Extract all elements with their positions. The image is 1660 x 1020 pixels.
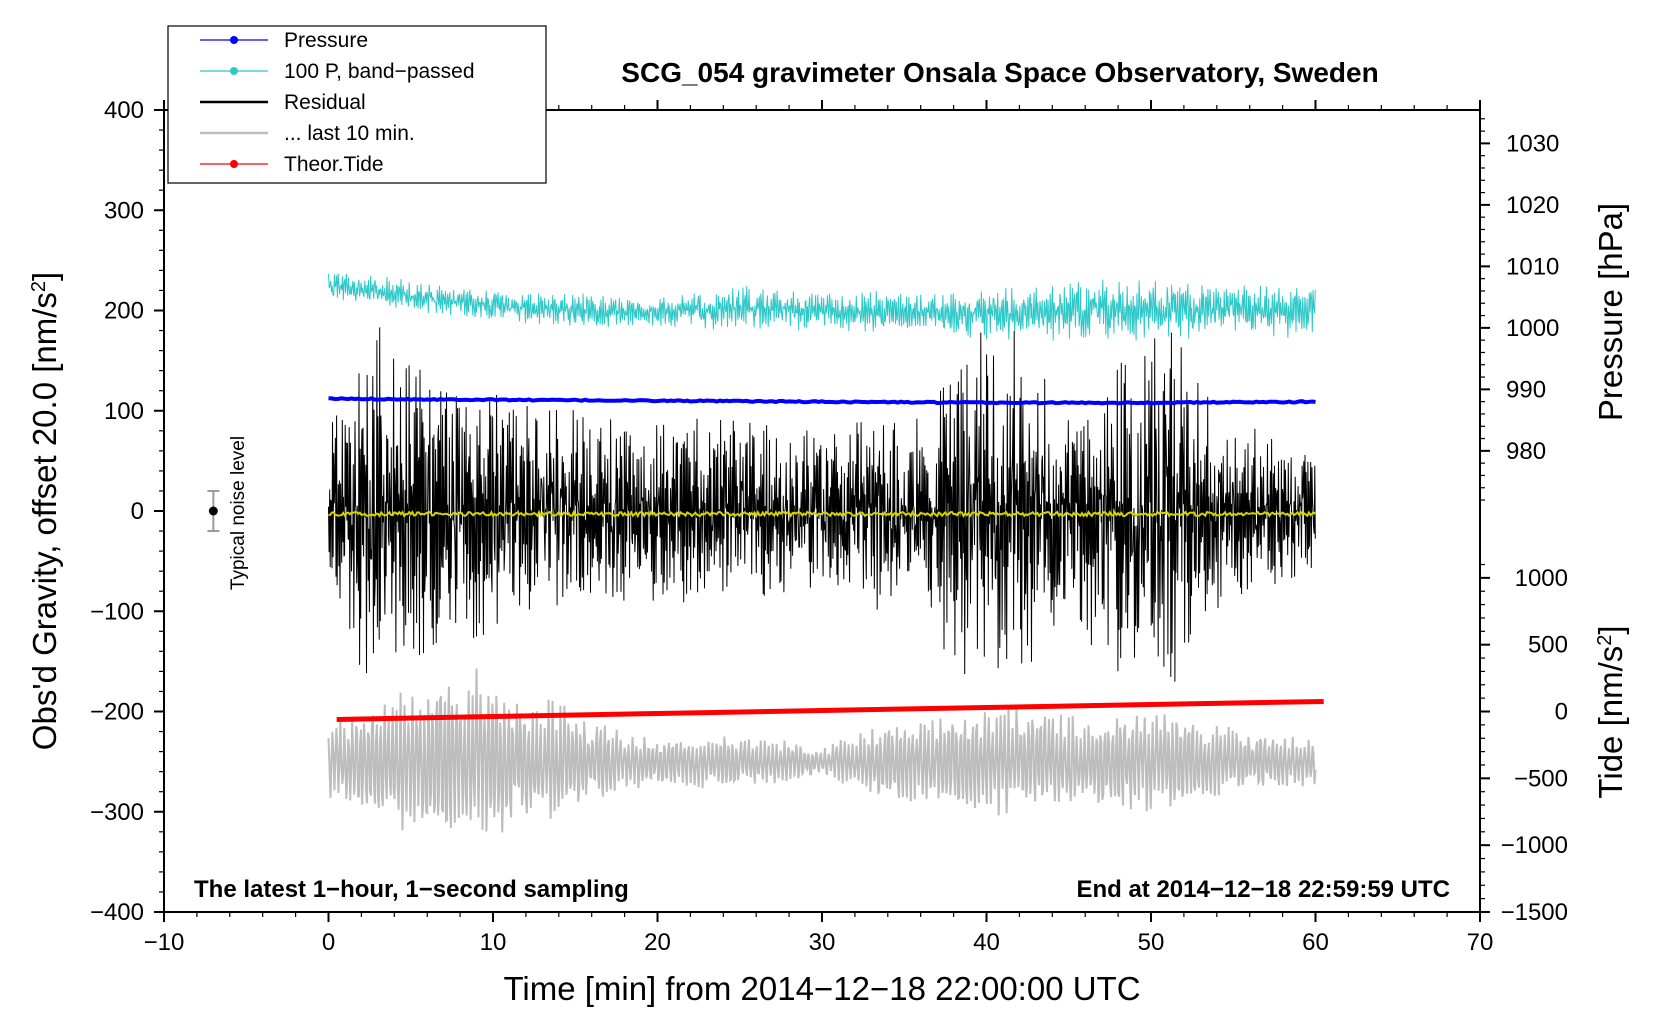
x-tick-label: 40 <box>973 929 1000 956</box>
pressure-line <box>328 396 1316 406</box>
legend-box <box>167 25 547 184</box>
x-axis-title: Time [min] from 2014−12−18 22:00:00 UTC <box>503 970 1140 1007</box>
x-tick-label: 30 <box>809 929 836 956</box>
y-tick-label: −100 <box>90 598 144 625</box>
tide-tick-label: −1000 <box>1501 832 1568 859</box>
legend-swatch-marker <box>230 36 238 44</box>
tide-tick-label: 500 <box>1528 632 1568 659</box>
pressure-tick-label: 1020 <box>1506 192 1559 219</box>
y-tick-label: 100 <box>104 398 144 425</box>
pressure-tick-label: 1010 <box>1506 253 1559 280</box>
y-tick-label: 300 <box>104 197 144 224</box>
tide-tick-label: −1500 <box>1501 899 1568 926</box>
y-tick-label: −400 <box>90 899 144 926</box>
x-tick-label: −10 <box>144 929 185 956</box>
y-axis-title-left-sup: 2 <box>28 281 50 292</box>
pressure-tick-label: 1030 <box>1506 130 1559 157</box>
y-axis-title-tide-sup: 2 <box>1594 635 1616 646</box>
band-passed-pressure-line <box>328 273 1316 341</box>
noise-level-label: Typical noise level <box>228 436 249 590</box>
legend-label: Pressure <box>284 29 368 52</box>
noise-center-dot <box>208 506 218 516</box>
legend: Pressure 100 P, band−passed Residual ... la… <box>167 25 547 184</box>
x-tick-label: 10 <box>480 929 507 956</box>
x-tick-label: 0 <box>322 929 335 956</box>
tide-tick-label: 1000 <box>1515 565 1568 592</box>
annotation-right: End at 2014−12−18 22:59:59 UTC <box>1076 876 1450 903</box>
y-axis-title-left: Obs'd Gravity, offset 20.0 [nm/s2] <box>26 272 63 750</box>
y-tick-label: 0 <box>131 498 144 525</box>
tide-tick-label: 0 <box>1555 699 1568 726</box>
legend-label: 100 P, band−passed <box>284 60 475 83</box>
y-axis-title-tide: Tide [nm/s2] <box>1592 625 1629 798</box>
legend-swatch-marker <box>230 160 238 168</box>
legend-label: Theor.Tide <box>284 153 384 176</box>
theoretical-tide-line <box>336 699 1324 722</box>
y-tick-label: −300 <box>90 799 144 826</box>
y-axis-title-pressure: Pressure [hPa] <box>1592 203 1629 421</box>
legend-label: Residual <box>284 91 366 114</box>
chart-title: SCG_054 gravimeter Onsala Space Observat… <box>621 57 1378 88</box>
pressure-tick-label: 990 <box>1506 376 1546 403</box>
tide-tick-label: −500 <box>1514 765 1568 792</box>
smoothed-residual-line <box>328 509 1317 519</box>
x-tick-label: 20 <box>644 929 671 956</box>
series-layer <box>327 273 1324 833</box>
pressure-tick-label: 980 <box>1506 438 1546 465</box>
legend-swatch-marker <box>230 67 238 75</box>
y-tick-label: −200 <box>90 699 144 726</box>
y-tick-label: 200 <box>104 298 144 325</box>
legend-label: ... last 10 min. <box>284 122 415 145</box>
y-tick-label: 400 <box>104 97 144 124</box>
x-tick-label: 50 <box>1138 929 1165 956</box>
x-tick-label: 60 <box>1302 929 1329 956</box>
pressure-tick-label: 1000 <box>1506 315 1559 342</box>
annotation-left: The latest 1−hour, 1−second sampling <box>194 876 629 903</box>
axis-layer: −10 0 10 20 30 40 50 60 704003002001000−100−200−… <box>90 97 1568 956</box>
x-tick-label: 70 <box>1467 929 1494 956</box>
